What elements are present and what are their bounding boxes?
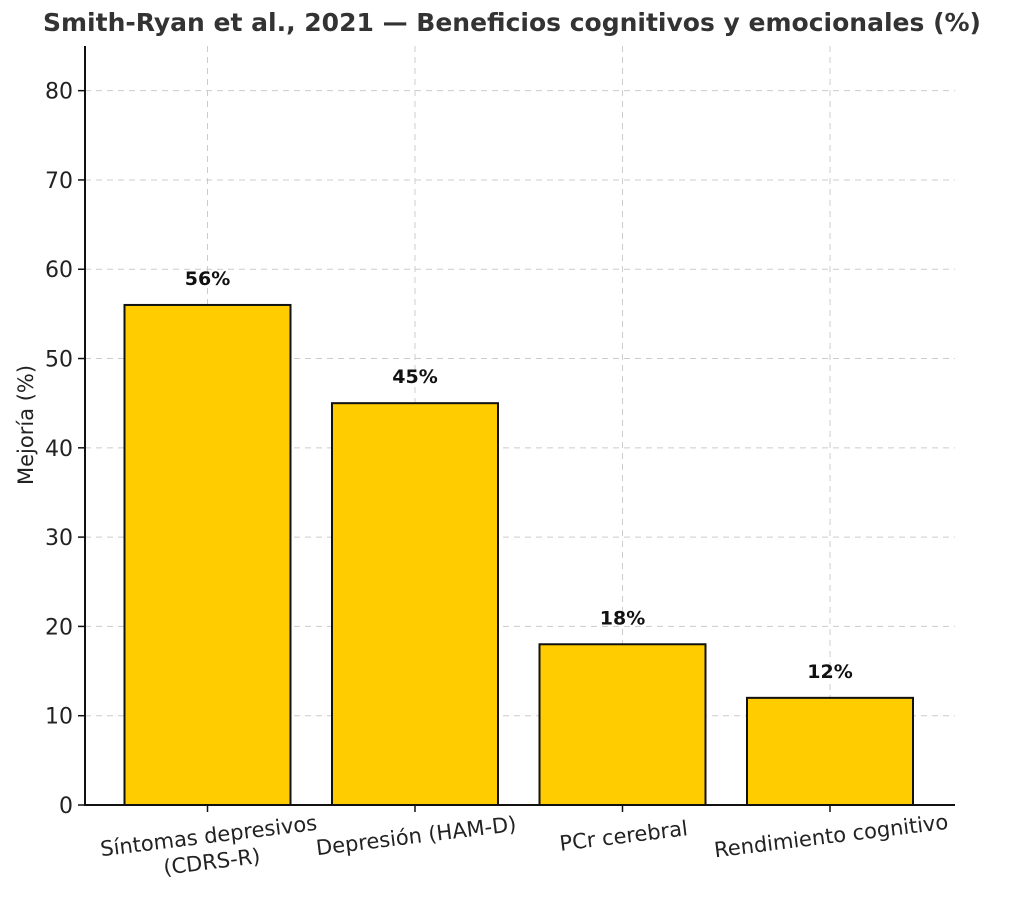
x-tick-label-group: Rendimiento cognitivo <box>713 810 950 863</box>
data-label: 12% <box>807 661 852 683</box>
x-tick-label: Depresión (HAM-D) <box>315 812 518 860</box>
data-label: 45% <box>392 366 437 388</box>
y-tick-label: 20 <box>45 615 73 640</box>
axes <box>84 46 955 806</box>
bar <box>123 303 292 806</box>
bar <box>538 643 707 806</box>
x-tick-label: PCr cerebral <box>558 816 689 856</box>
y-tick-label: 70 <box>45 169 73 194</box>
y-ticks: 0 10 20 30 40 50 60 70 80 <box>45 80 85 819</box>
bar <box>746 696 914 806</box>
x-tick-label-group: Depresión (HAM-D) <box>315 812 518 860</box>
y-tick-label: 80 <box>45 80 73 105</box>
y-tick-label: 10 <box>45 705 73 730</box>
y-tick-label: 30 <box>45 526 73 551</box>
x-tick-label-group: Síntomas depresivos(CDRS-R) <box>99 811 318 880</box>
x-tick-label-group: PCr cerebral <box>558 816 689 856</box>
y-axis-label: Mejoría (%) <box>14 365 38 485</box>
y-tick-label: 40 <box>45 437 73 462</box>
data-label: 56% <box>185 268 230 290</box>
bars <box>123 303 914 806</box>
y-tick-label: 60 <box>45 258 73 283</box>
x-tick-label: Rendimiento cognitivo <box>713 810 950 863</box>
data-label: 18% <box>600 607 645 629</box>
y-tick-label: 50 <box>45 348 73 373</box>
y-tick-label: 0 <box>59 794 73 819</box>
bar <box>331 402 499 806</box>
x-tick-labels: Síntomas depresivos(CDRS-R)Depresión (HA… <box>99 805 950 880</box>
value-labels: 56% 45% 18% 12% <box>185 268 853 683</box>
chart-title: Smith-Ryan et al., 2021 — Beneficios cog… <box>43 8 981 37</box>
